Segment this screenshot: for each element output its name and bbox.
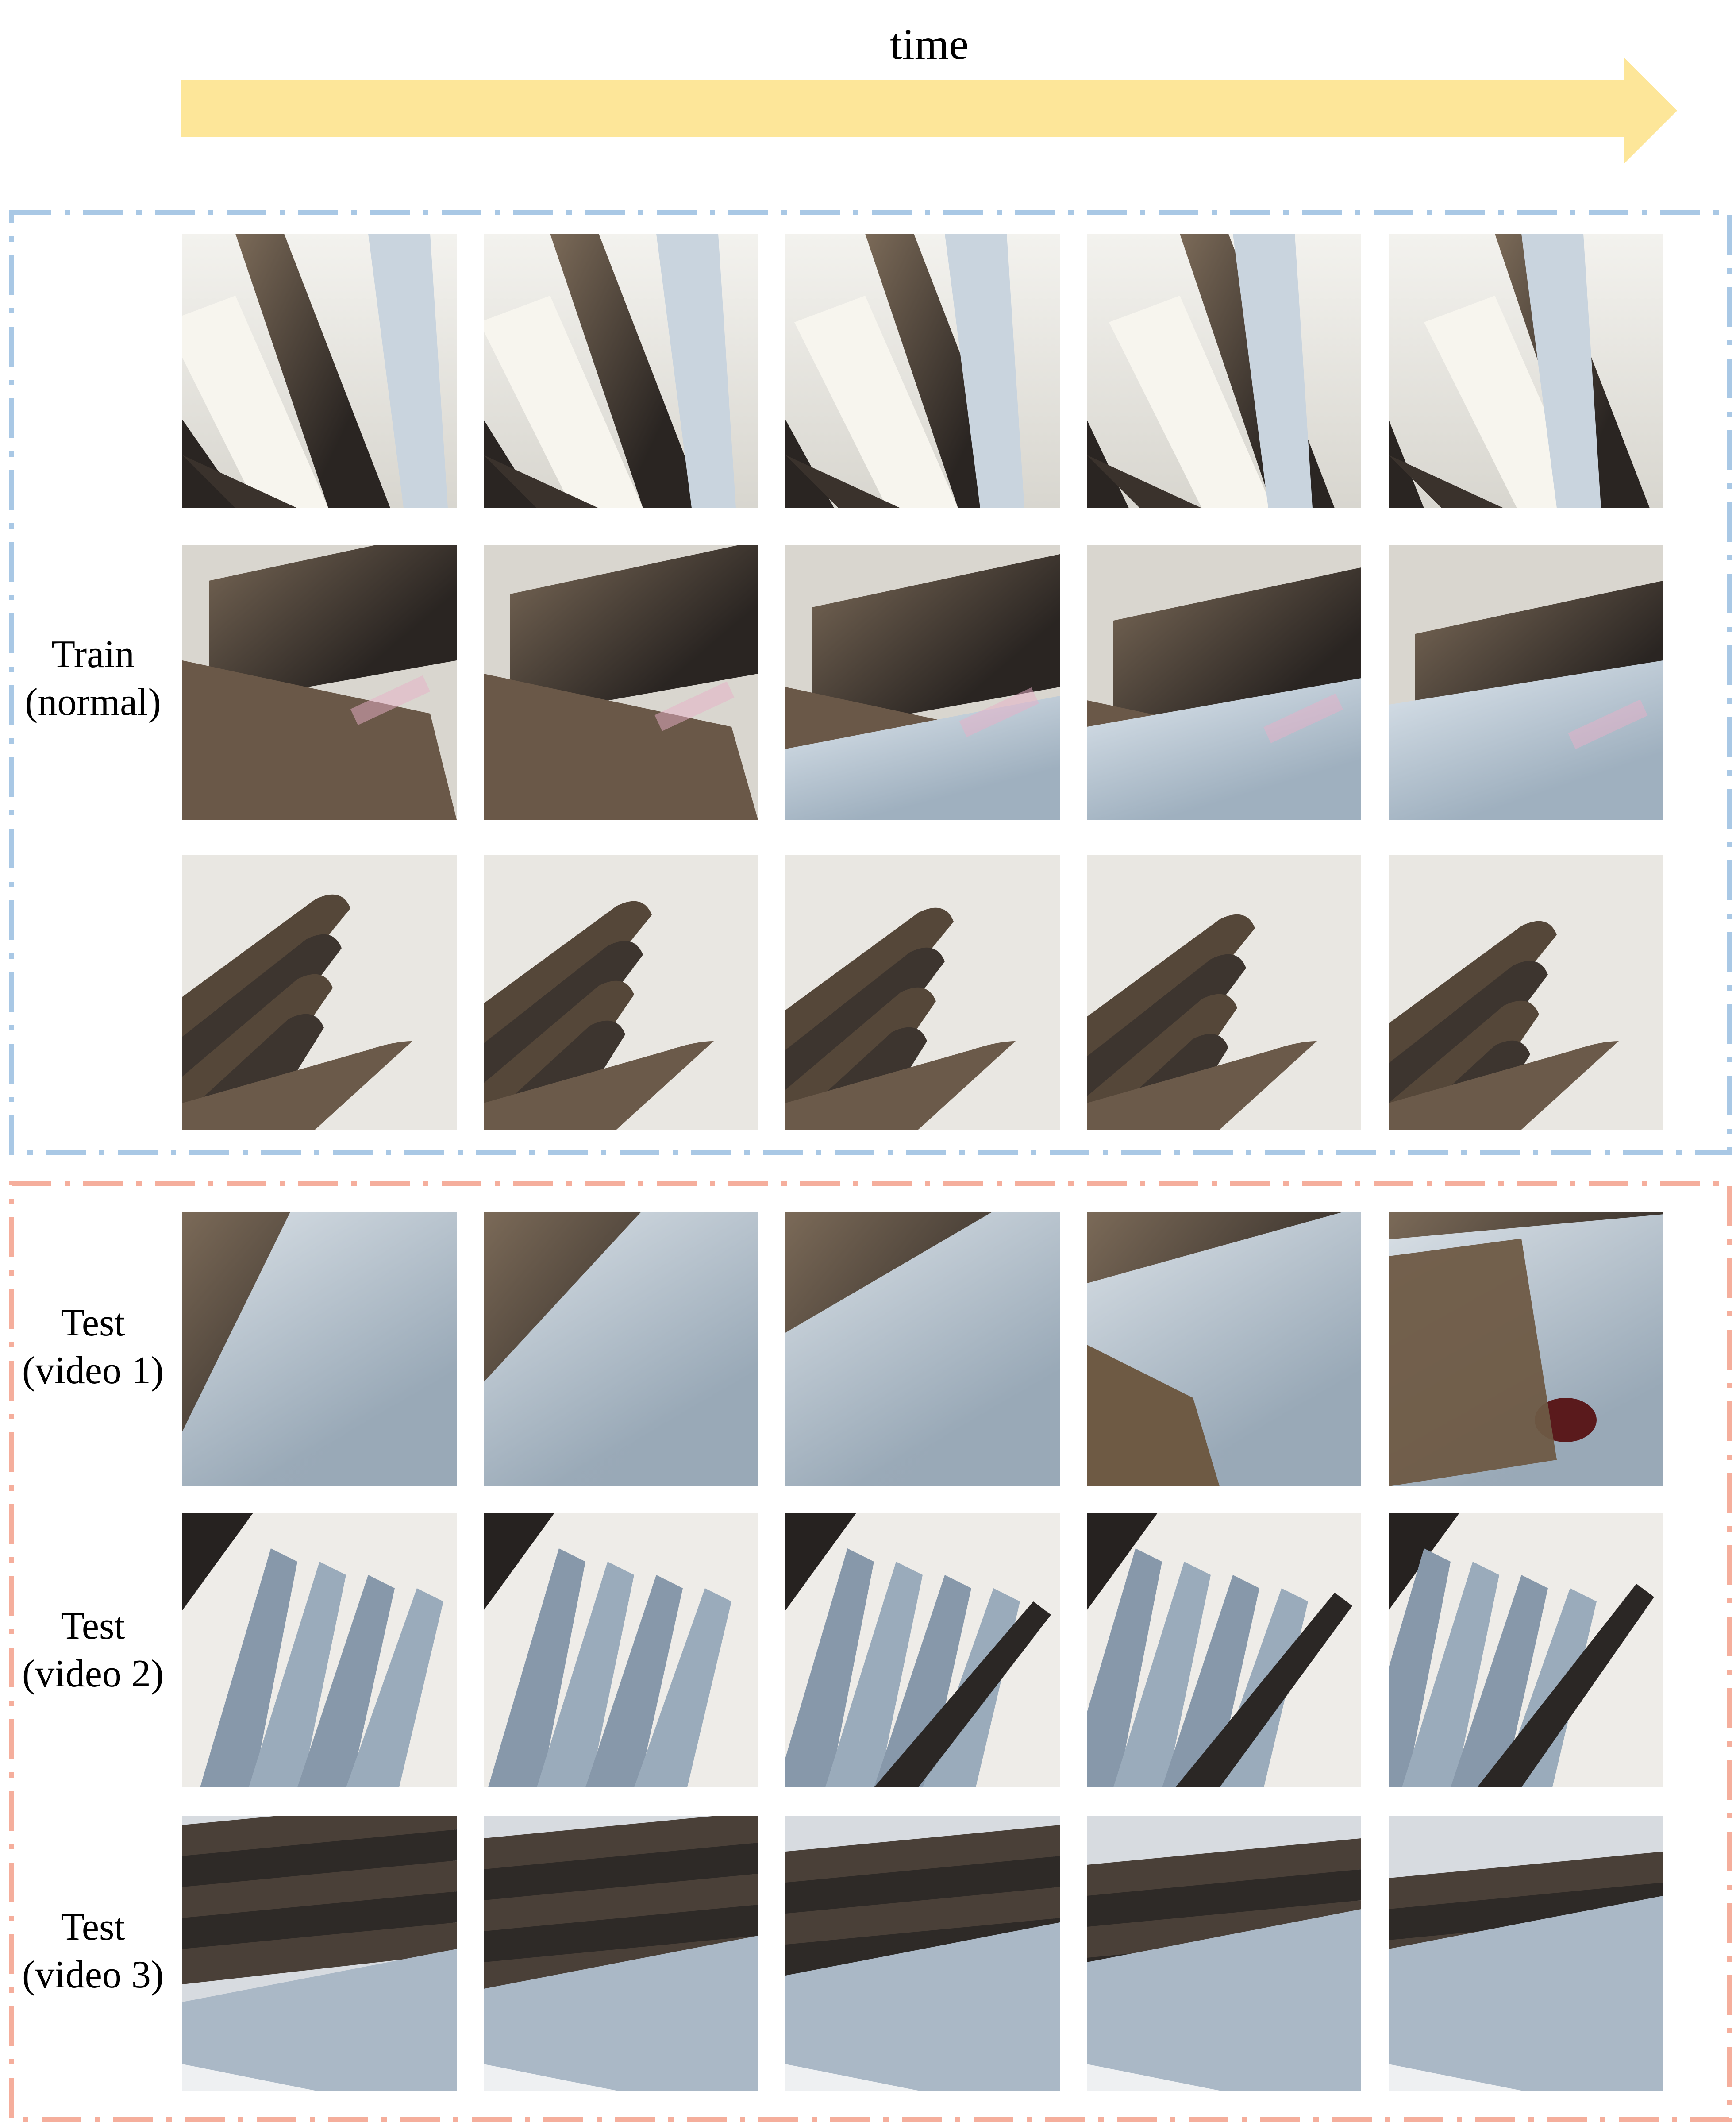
video-frame: [785, 234, 1060, 508]
video-frame: [182, 545, 457, 820]
time-arrow: [181, 58, 1677, 164]
test-group-box: [9, 1181, 1732, 2122]
video-frame: [1087, 234, 1361, 508]
video-frame: [484, 1212, 758, 1486]
row-label-test-video-2: Test (video 2): [18, 1602, 168, 1698]
video-frame: [1389, 545, 1663, 820]
row-label-line2: (video 1): [22, 1349, 164, 1392]
row-label-line2: (video 3): [22, 1953, 164, 1996]
video-frame: [1389, 234, 1663, 508]
video-frame: [785, 1212, 1060, 1486]
video-frame: [484, 545, 758, 820]
video-frame: [484, 855, 758, 1130]
video-frame: [1389, 1513, 1663, 1787]
video-frame: [785, 1513, 1060, 1787]
video-frame: [182, 1816, 457, 2091]
video-frame: [1087, 1212, 1361, 1486]
video-frame: [182, 234, 457, 508]
row-label-line2: (normal): [25, 681, 161, 724]
video-frame: [182, 1513, 457, 1787]
row-label-line1: Test: [61, 1906, 125, 1949]
row-label-train: Train (normal): [18, 631, 168, 726]
video-frame: [785, 545, 1060, 820]
video-frame: [1087, 855, 1361, 1130]
video-frame: [484, 1513, 758, 1787]
video-frame: [484, 1816, 758, 2091]
video-frame: [785, 855, 1060, 1130]
row-label-line1: Train: [51, 633, 135, 676]
row-label-line1: Test: [61, 1605, 125, 1648]
video-frame: [1389, 1212, 1663, 1486]
row-label-line2: (video 2): [22, 1652, 164, 1695]
row-label-test-video-3: Test (video 3): [18, 1903, 168, 1999]
row-label-line1: Test: [61, 1301, 125, 1344]
video-frame: [1087, 545, 1361, 820]
video-frame: [1087, 1816, 1361, 2091]
video-frame: [1389, 1816, 1663, 2091]
video-frame: [484, 234, 758, 508]
row-label-test-video-1: Test (video 1): [18, 1299, 168, 1395]
video-frame: [785, 1816, 1060, 2091]
video-frame: [182, 1212, 457, 1486]
train-group-box: [9, 210, 1732, 1155]
video-frame: [1087, 1513, 1361, 1787]
video-frame: [1389, 855, 1663, 1130]
video-frame: [182, 855, 457, 1130]
time-label: time: [890, 19, 969, 69]
